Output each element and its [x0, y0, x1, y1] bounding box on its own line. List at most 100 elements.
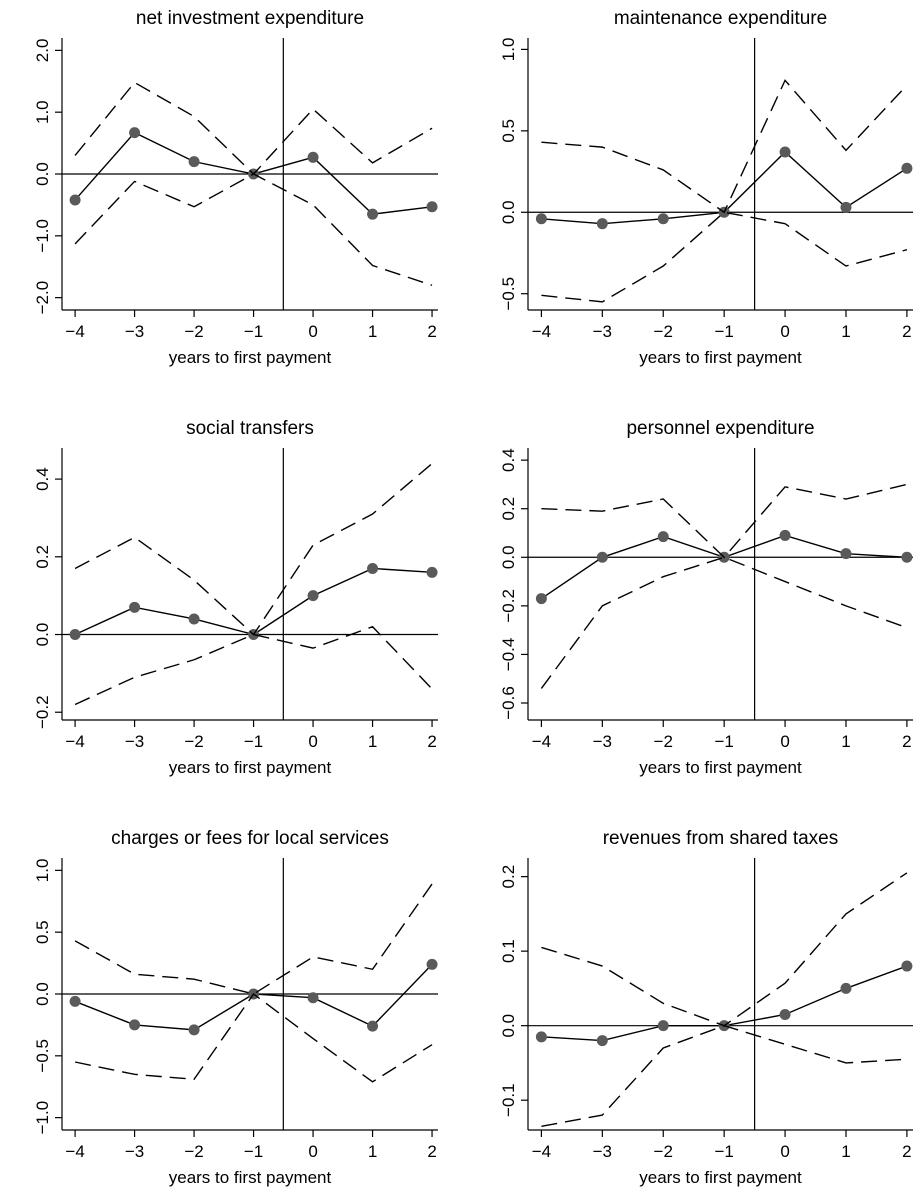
- x-tick-label: −1: [244, 322, 263, 341]
- x-axis-label: years to first payment: [639, 1168, 802, 1187]
- y-tick-label: 0.5: [33, 920, 52, 944]
- x-tick-label: −2: [184, 732, 203, 751]
- y-tick-label: 0.0: [499, 200, 518, 224]
- estimate-point: [367, 208, 379, 220]
- x-tick-label: 2: [902, 322, 911, 341]
- x-tick-label: 0: [780, 322, 789, 341]
- panel-net-investment: net investment expenditure years to firs…: [33, 8, 438, 367]
- x-tick-label: 1: [368, 732, 377, 751]
- upper-ci-line: [74, 463, 433, 636]
- estimate-point: [367, 1020, 379, 1032]
- y-tick-label: 0.0: [33, 623, 52, 647]
- plot-area: −4 −3 −2 −1 0 1 2 −0.5 0.0 0.5 1.0: [499, 38, 913, 341]
- y-tick-label: 1.0: [499, 38, 518, 62]
- estimate-point: [596, 218, 608, 230]
- estimate-point: [901, 960, 913, 972]
- estimate-point: [426, 201, 438, 213]
- y-tick-label: 0.4: [499, 448, 518, 472]
- estimate-point: [69, 194, 81, 206]
- y-tick-label: −1.0: [33, 1101, 52, 1135]
- x-tick-label: −2: [184, 322, 203, 341]
- lower-ci-line: [541, 211, 908, 303]
- estimate-point: [307, 151, 319, 163]
- estimate-point: [426, 566, 438, 578]
- x-tick-label: −3: [125, 322, 144, 341]
- x-tick-label: 1: [841, 732, 850, 751]
- x-axis-label: years to first payment: [169, 1168, 332, 1187]
- y-tick-label: −0.4: [499, 638, 518, 672]
- estimate-point: [901, 162, 913, 174]
- estimate-point: [657, 213, 669, 225]
- panel-title: social transfers: [186, 418, 314, 439]
- y-tick-label: −0.2: [33, 695, 52, 729]
- panel-charges-fees: charges or fees for local services years…: [33, 828, 438, 1187]
- x-tick-label: 0: [780, 1142, 789, 1161]
- x-tick-label: 1: [368, 322, 377, 341]
- y-tick-label: 0.2: [499, 497, 518, 521]
- plot-area: −4 −3 −2 −1 0 1 2 −0.2 0.0 0.2 0.4: [33, 448, 438, 751]
- y-tick-label: 0.4: [33, 467, 52, 491]
- estimate-point: [901, 551, 913, 563]
- y-tick-label: −0.6: [499, 686, 518, 720]
- panel-social-transfers: social transfers years to first payment …: [33, 418, 438, 777]
- estimate-point: [840, 548, 852, 560]
- estimate-point: [367, 562, 379, 574]
- estimate-line: [74, 567, 433, 636]
- upper-ci-line: [74, 81, 433, 176]
- estimate-point: [840, 982, 852, 994]
- x-tick-label: 2: [427, 322, 436, 341]
- panel-personnel: personnel expenditure years to first pay…: [499, 418, 913, 777]
- estimate-point: [426, 958, 438, 970]
- x-tick-label: −3: [593, 322, 612, 341]
- x-tick-label: 2: [427, 732, 436, 751]
- estimate-point: [535, 593, 547, 605]
- x-tick-label: 0: [780, 732, 789, 751]
- plot-area: −4 −3 −2 −1 0 1 2 −2.0 −1.0 0.0 1.0 2.0: [33, 38, 438, 341]
- lower-ci-line: [74, 625, 433, 706]
- lower-ci-line: [541, 1024, 907, 1127]
- x-axis-label: years to first payment: [169, 348, 332, 367]
- y-tick-label: −0.2: [499, 589, 518, 623]
- x-tick-label: 1: [841, 1142, 850, 1161]
- y-tick-label: −1.0: [33, 219, 52, 253]
- x-tick-label: −4: [65, 322, 84, 341]
- y-tick-label: 0.0: [499, 1014, 518, 1038]
- panel-maintenance: maintenance expenditure years to first p…: [499, 8, 913, 367]
- x-tick-label: −1: [714, 732, 733, 751]
- estimate-point: [779, 146, 791, 158]
- x-tick-label: 2: [427, 1142, 436, 1161]
- x-tick-label: −1: [244, 732, 263, 751]
- panel-title: revenues from shared taxes: [603, 828, 839, 849]
- estimate-point: [69, 629, 81, 641]
- x-axis-label: years to first payment: [639, 758, 802, 777]
- panel-title: net investment expenditure: [136, 8, 364, 29]
- y-tick-label: −0.1: [499, 1083, 518, 1117]
- estimate-point: [307, 590, 319, 602]
- estimate-point: [129, 601, 141, 613]
- y-tick-label: 1.0: [33, 859, 52, 883]
- panel-shared-taxes: revenues from shared taxes years to firs…: [499, 828, 913, 1187]
- x-tick-label: −4: [65, 1142, 84, 1161]
- y-tick-label: −0.5: [499, 277, 518, 311]
- estimate-point: [779, 1008, 791, 1020]
- y-tick-label: 0.0: [33, 162, 52, 186]
- y-tick-label: 0.2: [33, 545, 52, 569]
- plot-area: −4 −3 −2 −1 0 1 2 −0.1 0.0 0.1 0.2: [499, 858, 913, 1161]
- upper-ci-line: [541, 872, 908, 1027]
- x-tick-label: 0: [308, 1142, 317, 1161]
- x-tick-label: −4: [532, 1142, 551, 1161]
- x-axis-label: years to first payment: [169, 758, 332, 777]
- y-tick-label: 0.0: [33, 982, 52, 1006]
- lower-ci-line: [74, 993, 433, 1083]
- upper-ci-line: [541, 79, 908, 214]
- estimate-line: [541, 534, 907, 600]
- estimate-point: [129, 1019, 141, 1031]
- y-tick-label: 1.0: [33, 100, 52, 124]
- x-tick-label: −3: [125, 1142, 144, 1161]
- panel-title: maintenance expenditure: [614, 8, 827, 29]
- estimate-point: [307, 992, 319, 1004]
- x-tick-label: −4: [65, 732, 84, 751]
- x-tick-label: 2: [902, 732, 911, 751]
- x-tick-label: −1: [714, 1142, 733, 1161]
